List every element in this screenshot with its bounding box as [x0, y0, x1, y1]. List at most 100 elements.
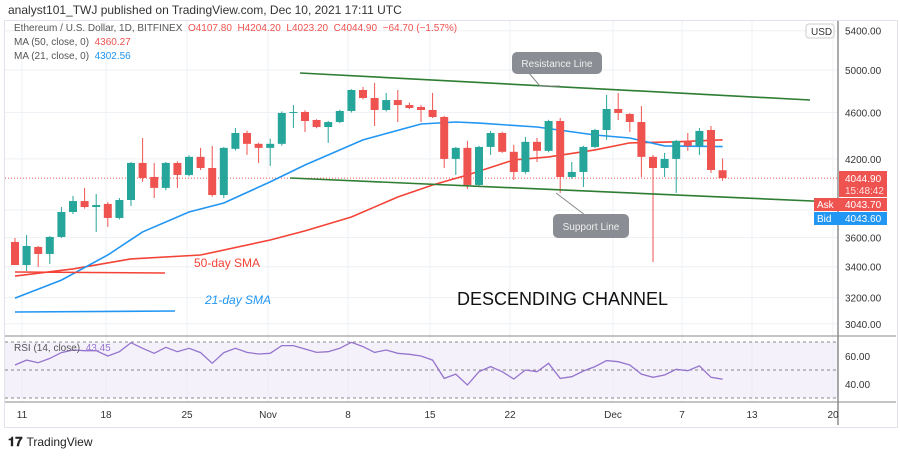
candle [254, 142, 263, 163]
rsi-line [14, 341, 723, 386]
candle-body [486, 132, 495, 147]
price-chart[interactable]: Resistance Line Support Line 50-day SMA 21-… [0, 0, 900, 430]
resistance-callout [512, 52, 602, 74]
chart-frame [4, 20, 898, 428]
sma21-legend-line [14, 310, 176, 313]
candle-body [11, 241, 19, 266]
candle-body [231, 132, 240, 149]
candle [173, 161, 182, 188]
candle-body [579, 146, 588, 172]
currency-label: USD [811, 27, 832, 38]
candle [243, 130, 251, 155]
candle [289, 105, 298, 128]
candle [579, 145, 588, 188]
candle-body [243, 132, 251, 144]
candle [57, 207, 66, 238]
candle-body [196, 156, 205, 168]
candle [115, 198, 124, 220]
candle [92, 193, 101, 232]
candle-body [138, 162, 147, 178]
candle [150, 162, 159, 199]
candle-body [718, 170, 727, 179]
axes: 5400.00 5000.00 4600.00 4200.00 3600.00 3400.… [5, 21, 896, 425]
ohlc-close: C4044.90 [333, 23, 378, 34]
ohlc-high: H4204.20 [237, 23, 281, 34]
legend-rsi[interactable]: RSI (14, close) 43.45 [14, 343, 111, 354]
rsi-tick-label: 60.00 [845, 352, 870, 363]
support-callout [553, 214, 629, 238]
candle-body [405, 105, 414, 108]
candle [533, 137, 541, 162]
candle-body [637, 122, 646, 157]
rsi-tick-label: 40.00 [845, 380, 870, 391]
time-tick-label: 13 [746, 410, 758, 421]
candle-body [695, 130, 704, 146]
candle [683, 132, 692, 151]
candle-body [556, 121, 565, 177]
candle-body [254, 143, 263, 148]
candle-body [509, 151, 518, 172]
candle-body [521, 141, 530, 172]
ohlc-open: O4107.80 [187, 23, 232, 34]
candle-body [602, 108, 611, 131]
candle [347, 89, 356, 113]
candle [359, 87, 367, 100]
candle [127, 161, 135, 206]
candles [11, 83, 727, 272]
price-tick-label: 3400.00 [845, 263, 882, 274]
time-tick-label: 25 [181, 410, 193, 421]
candle-body [161, 162, 170, 188]
price-tick-label: 5400.00 [845, 27, 882, 38]
candle [707, 126, 715, 173]
candle-body [301, 111, 309, 122]
candle [80, 187, 89, 209]
tradingview-logo-icon: 𝟏𝟕 [8, 434, 23, 449]
time-tick-label: 22 [504, 410, 516, 421]
candle [335, 109, 344, 124]
candle [486, 130, 495, 155]
candle-body [103, 203, 112, 218]
candle-body [382, 100, 391, 110]
ma50-line [14, 139, 723, 277]
candle [22, 234, 31, 272]
candle-body [370, 97, 379, 110]
candle-body [707, 130, 715, 170]
candle [219, 146, 228, 199]
candle [69, 195, 77, 215]
candle [301, 110, 309, 132]
candle-body [591, 130, 599, 147]
candle-body [289, 111, 298, 113]
candle [672, 139, 681, 193]
bid-value: 4043.60 [845, 214, 882, 225]
ohlc-change: −64.70 (−1.57%) [382, 23, 458, 34]
ma50-label: MA (50, close, 0) [14, 37, 90, 48]
candle-body [463, 147, 472, 185]
candle-body [475, 146, 483, 185]
candle-body [683, 140, 692, 146]
bid-label: Bid [817, 214, 831, 225]
sma50-legend-line [14, 271, 166, 274]
candle [231, 127, 240, 151]
candle [382, 92, 391, 112]
sma21-label: 21-day SMA [204, 293, 271, 307]
legend-ma21[interactable]: MA (21, close, 0) 4302.56 [14, 51, 131, 62]
sma50-label: 50-day SMA [194, 256, 260, 270]
candle [498, 131, 507, 153]
candle [440, 115, 449, 168]
candle [34, 245, 43, 267]
candle [695, 127, 704, 155]
footer-brand[interactable]: 𝟏𝟕 TradingView [8, 434, 93, 450]
resistance-label: Resistance Line [521, 59, 593, 70]
ma50-value: 4360.27 [94, 37, 131, 48]
candle [393, 89, 402, 123]
legend-ma50[interactable]: MA (50, close, 0) 4360.27 [14, 37, 131, 48]
candle [161, 161, 170, 191]
price-tick-label: 4200.00 [845, 155, 882, 166]
candle [475, 145, 483, 188]
candle-body [451, 147, 460, 159]
candle-body [567, 171, 576, 177]
candle [509, 144, 518, 180]
candle [312, 119, 321, 129]
ask-value: 4043.70 [845, 200, 882, 211]
candle [185, 155, 193, 177]
